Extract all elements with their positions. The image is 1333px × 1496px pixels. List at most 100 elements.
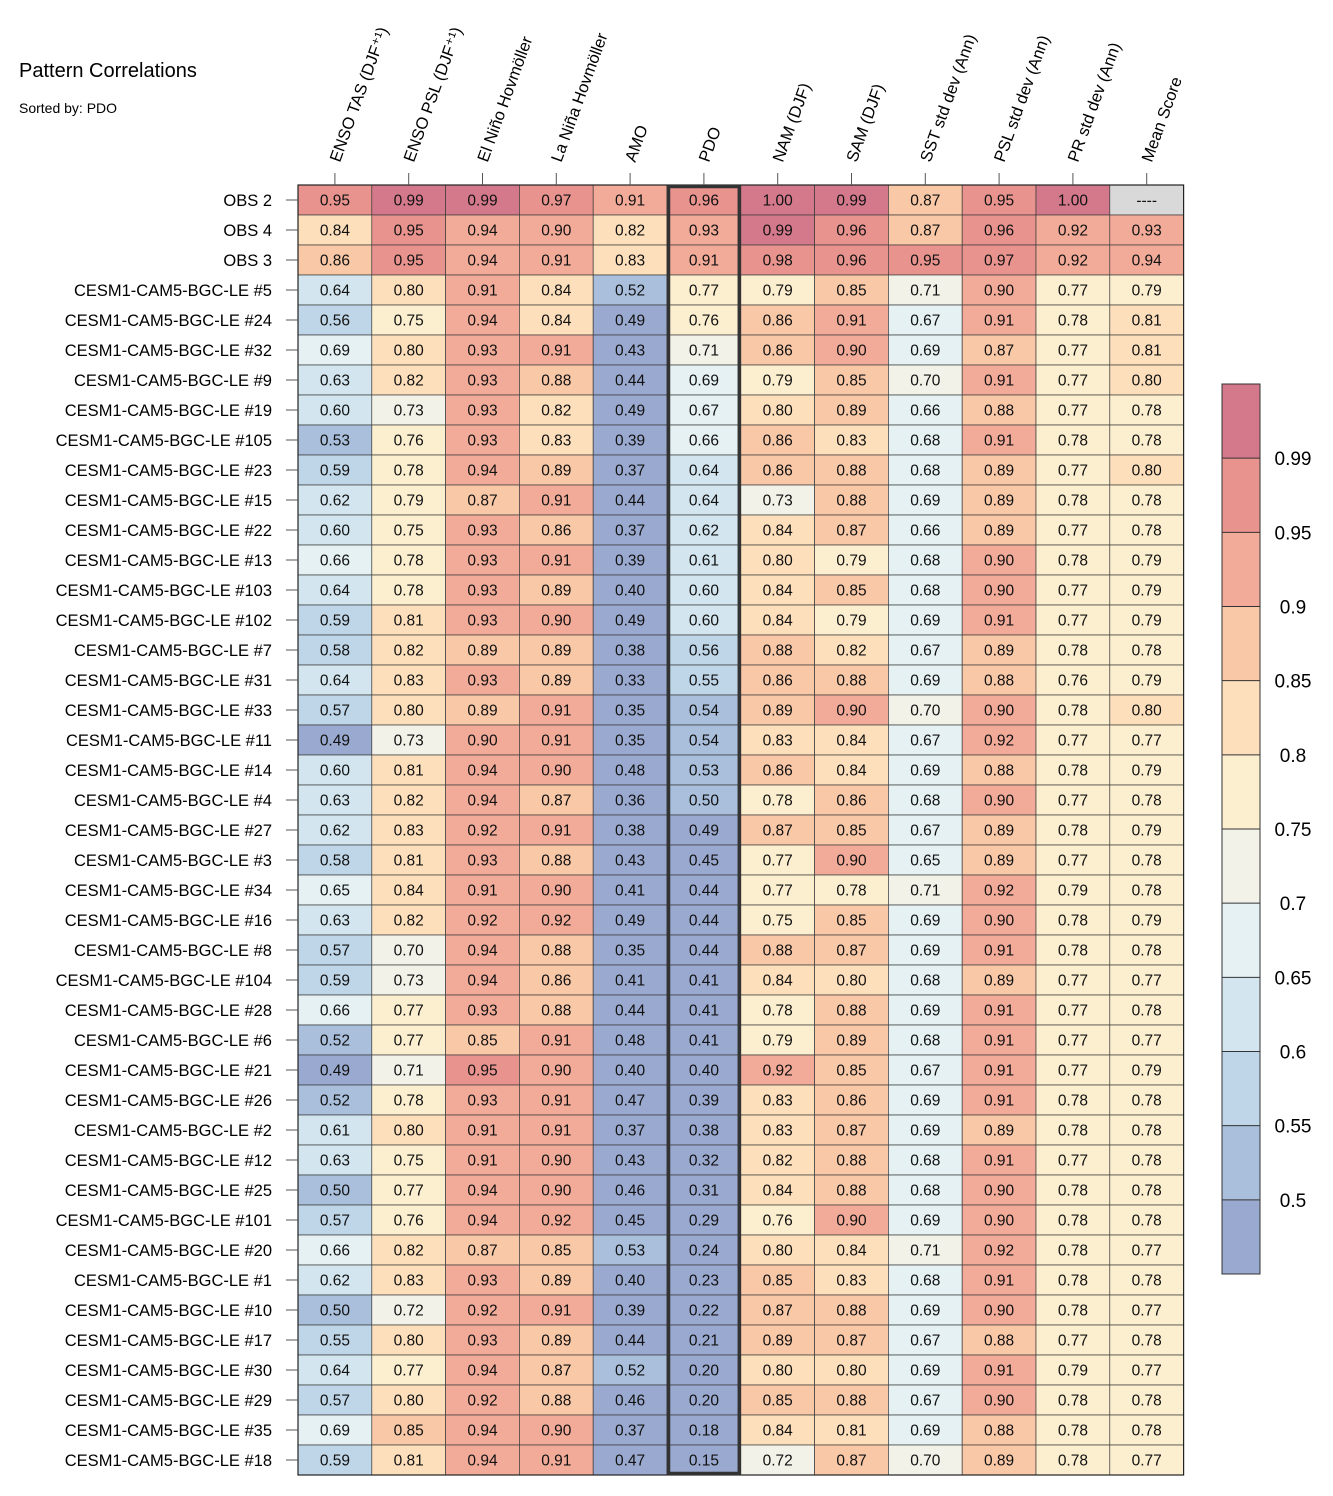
cell-value-label: 0.78	[1132, 853, 1162, 870]
cell-value-label: 0.88	[541, 943, 571, 960]
cell-value-label: 0.83	[763, 1123, 793, 1140]
cell-value-label: 0.78	[1132, 1273, 1162, 1290]
cell-value-label: 0.44	[615, 1333, 646, 1350]
column-label: AMO	[622, 123, 652, 165]
cell-value-label: 0.95	[984, 193, 1014, 210]
cell-value-label: 0.91	[541, 1093, 571, 1110]
cell-value-label: 0.94	[467, 1453, 498, 1470]
heatmap-cell	[888, 394, 963, 426]
heatmap-cell	[445, 1264, 520, 1296]
cell-value-label: 0.18	[689, 1423, 719, 1440]
cell-value-label: 0.83	[615, 253, 645, 270]
heatmap-cell	[888, 1324, 963, 1356]
cell-value-label: 0.29	[689, 1213, 719, 1230]
cell-value-label: 0.77	[1058, 373, 1088, 390]
cell-value-label: 0.40	[615, 1063, 646, 1080]
heatmap-cell	[371, 664, 446, 696]
cell-value-label: 0.41	[615, 883, 645, 900]
heatmap-cell	[814, 604, 889, 636]
heatmap-cell	[961, 244, 1037, 276]
cell-value-label: 0.93	[467, 523, 497, 540]
cell-value-label: 0.39	[689, 1093, 719, 1110]
cell-value-label: 0.63	[320, 1153, 350, 1170]
heatmap-cell	[888, 1384, 963, 1416]
row-label: CESM1-CAM5-BGC-LE #6	[74, 1032, 272, 1050]
cell-value-label: 0.78	[1058, 1243, 1088, 1260]
heatmap-cell	[297, 184, 373, 216]
cell-value-label: 0.78	[1132, 943, 1162, 960]
cell-value-label: 0.78	[1132, 1153, 1162, 1170]
cell-value-label: 0.60	[320, 403, 351, 420]
heatmap-cell	[740, 574, 815, 606]
heatmap-cell	[445, 1354, 520, 1386]
cell-value-label: 0.44	[689, 913, 720, 930]
heatmap-cell	[445, 274, 520, 306]
cell-value-label: 0.93	[467, 1273, 497, 1290]
cell-value-label: 0.91	[541, 553, 571, 570]
colorbar-segment	[1222, 829, 1260, 904]
cell-value-label: 0.85	[394, 1423, 424, 1440]
heatmap-cell	[1035, 964, 1111, 996]
colorbar-segment	[1222, 1125, 1260, 1200]
cell-value-label: 0.90	[836, 1213, 867, 1230]
heatmap-cell	[371, 1114, 446, 1146]
row-label: CESM1-CAM5-BGC-LE #20	[65, 1242, 272, 1260]
heatmap-cell	[888, 784, 963, 816]
heatmap-cell	[445, 934, 520, 966]
cell-value-label: 0.96	[836, 253, 866, 270]
cell-value-label: 0.78	[1132, 793, 1162, 810]
cell-value-label: 0.78	[1058, 493, 1088, 510]
cell-value-label: 0.79	[763, 1033, 793, 1050]
heatmap-cell	[297, 454, 373, 486]
cell-value-label: 0.88	[984, 1333, 1014, 1350]
cell-value-label: 0.80	[836, 973, 867, 990]
cell-value-label: 0.97	[541, 193, 571, 210]
cell-value-label: 0.92	[984, 1243, 1014, 1260]
cell-value-label: 0.78	[1058, 433, 1088, 450]
heatmap-cell	[445, 874, 520, 906]
cell-value-label: 0.54	[689, 703, 720, 720]
heatmap-cell	[1035, 454, 1111, 486]
heatmap-cell	[592, 664, 668, 696]
heatmap-cell	[519, 574, 594, 606]
cell-value-label: 0.78	[1132, 403, 1162, 420]
heatmap-cell	[888, 634, 963, 666]
heatmap-cell	[519, 664, 594, 696]
row-label: OBS 2	[223, 192, 272, 210]
cell-value-label: 0.91	[984, 1093, 1014, 1110]
heatmap-cell	[814, 514, 889, 546]
cell-value-label: 0.40	[689, 1063, 720, 1080]
colorbar-segment	[1222, 1199, 1260, 1274]
cell-value-label: 0.84	[320, 223, 351, 240]
heatmap-cell	[1035, 1084, 1111, 1116]
cell-value-label: 0.91	[984, 613, 1014, 630]
cell-value-label: 0.95	[394, 253, 424, 270]
heatmap-cell	[666, 1024, 742, 1056]
cell-value-label: 0.77	[1058, 613, 1088, 630]
cell-value-label: 0.89	[836, 403, 866, 420]
heatmap-cell	[740, 214, 815, 246]
cell-value-label: 0.73	[394, 403, 424, 420]
heatmap-cell	[592, 964, 668, 996]
cell-value-label: 0.49	[615, 403, 645, 420]
heatmap-cell	[1035, 1444, 1111, 1476]
heatmap-cell	[1035, 574, 1111, 606]
cell-value-label: 0.91	[984, 1153, 1014, 1170]
cell-value-label: 0.87	[910, 193, 940, 210]
cell-value-label: 0.67	[910, 823, 940, 840]
cell-value-label: 0.75	[394, 523, 424, 540]
cell-value-label: 0.89	[541, 1333, 571, 1350]
heatmap-cell	[814, 1324, 889, 1356]
cell-value-label: 0.78	[1132, 493, 1162, 510]
heatmap-cell	[1109, 424, 1184, 456]
cell-value-label: 0.68	[910, 433, 940, 450]
heatmap-cell	[592, 604, 668, 636]
heatmap-cell	[666, 814, 742, 846]
cell-value-label: 0.98	[763, 253, 793, 270]
heatmap-cell	[445, 994, 520, 1026]
heatmap-cell	[666, 1084, 742, 1116]
cell-value-label: 0.69	[910, 763, 940, 780]
cell-value-label: 0.83	[836, 1273, 866, 1290]
cell-value-label: 0.94	[467, 793, 498, 810]
heatmap-cell	[1109, 1234, 1184, 1266]
